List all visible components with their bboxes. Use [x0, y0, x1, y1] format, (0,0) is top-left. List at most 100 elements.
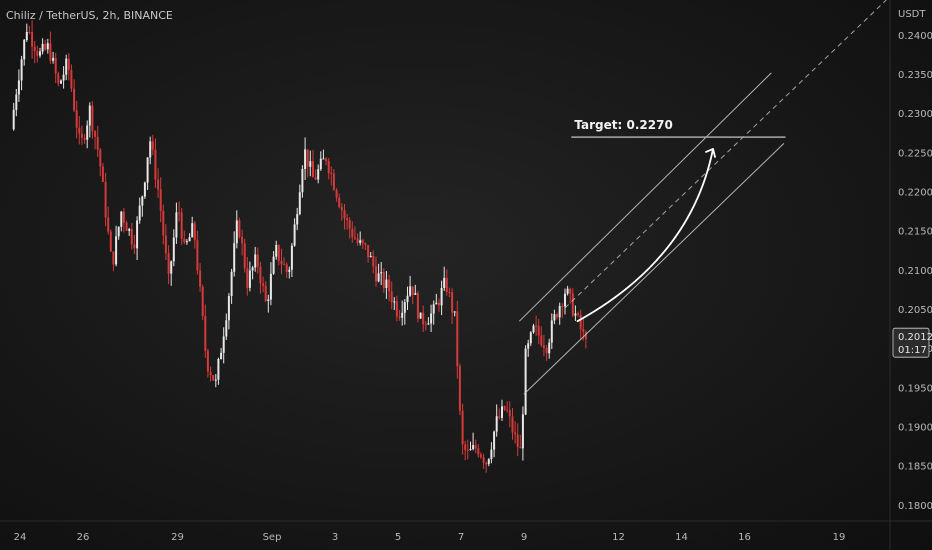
candle	[403, 299, 406, 325]
candle	[83, 134, 86, 145]
candle	[159, 177, 162, 223]
candle	[364, 242, 367, 250]
candle	[115, 225, 118, 267]
candle	[31, 20, 34, 59]
candle	[325, 156, 328, 166]
candle	[138, 197, 141, 224]
candle	[241, 229, 244, 256]
candle	[117, 226, 120, 240]
candle	[39, 47, 41, 58]
candle	[498, 408, 501, 420]
candle	[204, 304, 207, 358]
candle	[332, 169, 335, 191]
candle	[136, 216, 139, 260]
candle	[359, 231, 362, 246]
candle	[269, 262, 272, 306]
channel-upper-line[interactable]	[518, 72, 772, 322]
last-price-tag-box	[892, 327, 930, 358]
candle	[52, 51, 55, 64]
target-label[interactable]: Target: 0.2270	[574, 118, 672, 132]
target-annotation[interactable]: Target: 0.2270	[571, 118, 786, 138]
candle	[143, 181, 146, 199]
candle	[514, 421, 517, 444]
candle	[301, 165, 304, 198]
candle	[280, 248, 283, 275]
candle	[33, 41, 36, 64]
time-tick-label: 14	[675, 532, 688, 543]
candle	[193, 220, 196, 249]
price-tick-label: 0.1850	[898, 462, 932, 473]
candle	[375, 256, 377, 287]
candle	[474, 439, 477, 454]
candle	[482, 453, 485, 469]
channel-drawing[interactable]	[518, 0, 887, 395]
candle	[398, 310, 401, 321]
candle	[151, 134, 154, 155]
candle	[267, 294, 270, 313]
candle	[243, 238, 246, 273]
time-tick-label: 26	[77, 532, 90, 543]
time-axis[interactable]: 24 26 29 Sep 3 5 7 9 12 14 16 19	[14, 532, 846, 543]
candle	[217, 357, 220, 385]
candle	[330, 166, 333, 186]
price-tick-label: 0.2200	[898, 187, 932, 198]
candle	[49, 31, 52, 64]
candle	[561, 303, 564, 319]
candle	[466, 439, 469, 460]
price-tick-label: 0.1900	[898, 423, 932, 434]
candle	[262, 276, 265, 293]
candle	[57, 71, 60, 87]
candle	[406, 286, 409, 310]
candle	[120, 210, 123, 232]
candle	[65, 54, 68, 81]
candle	[327, 157, 330, 180]
candle	[122, 208, 125, 233]
price-axis[interactable]: USDT 0.18000.18500.19000.19500.20000.205…	[898, 9, 932, 512]
candle	[469, 441, 472, 451]
candle	[285, 262, 288, 278]
channel-lower-line[interactable]	[523, 143, 785, 395]
candle	[501, 399, 503, 421]
candle	[343, 204, 346, 230]
candle	[419, 312, 422, 319]
candle	[556, 312, 559, 320]
candle	[458, 363, 461, 416]
last-price-value: 0.2012	[898, 332, 932, 343]
candle	[235, 210, 238, 249]
channel-mid-line[interactable]	[564, 0, 887, 309]
candle	[73, 79, 76, 112]
price-tick-label: 0.2400	[898, 31, 932, 42]
candle	[540, 326, 543, 348]
candle	[164, 224, 167, 260]
candle	[382, 268, 385, 293]
candle	[353, 226, 356, 240]
candle	[448, 287, 451, 297]
time-tick-label: 9	[521, 532, 527, 543]
candle	[367, 245, 370, 263]
candle	[264, 280, 267, 303]
candle	[542, 334, 545, 357]
candle	[62, 66, 65, 89]
candle	[445, 269, 448, 296]
candle	[416, 290, 419, 323]
price-tick-label: 0.1800	[898, 501, 932, 512]
candle	[201, 284, 204, 321]
candle	[532, 323, 535, 334]
candle	[432, 300, 435, 325]
candle	[172, 229, 175, 267]
candle	[230, 268, 233, 304]
candle	[60, 79, 62, 85]
candle	[298, 184, 301, 216]
candle	[304, 137, 307, 180]
candle	[388, 274, 391, 302]
projection-arrow-icon[interactable]	[576, 148, 716, 323]
candle	[128, 227, 131, 236]
candle	[149, 136, 152, 165]
candle	[36, 45, 39, 63]
candle	[430, 304, 433, 332]
candle	[314, 169, 317, 181]
candle	[495, 404, 498, 437]
candle	[28, 25, 31, 35]
